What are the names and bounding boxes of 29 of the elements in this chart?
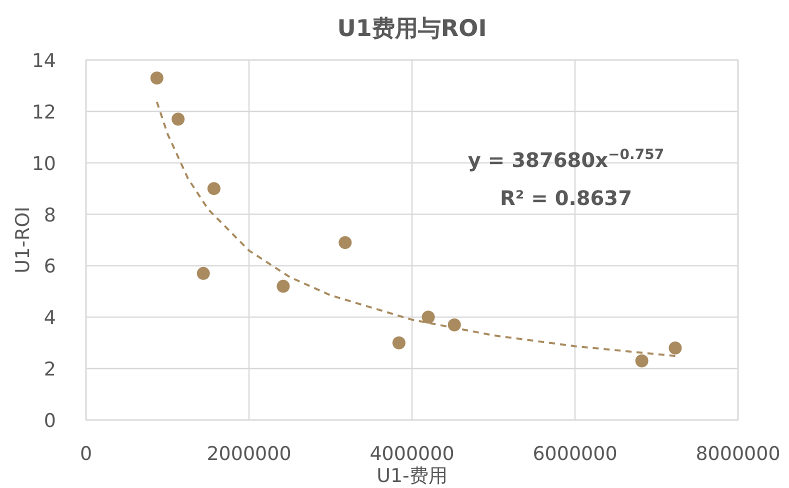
- point: [635, 354, 648, 368]
- y-tick-label: 4: [44, 307, 56, 330]
- y-tick-label: 2: [44, 358, 56, 381]
- annotation: R² = 0.8637: [500, 186, 632, 210]
- chart-title: U1费用与ROI: [337, 16, 487, 42]
- y-tick-label: 12: [32, 101, 56, 124]
- point: [196, 266, 210, 280]
- point: [207, 182, 220, 196]
- y-axis-title: U1-ROI: [12, 206, 34, 274]
- point: [392, 336, 406, 350]
- point: [338, 236, 352, 250]
- x-tick-label: 4000000: [370, 443, 454, 465]
- y-tick-label: 10: [32, 152, 56, 175]
- y-tick-label: 8: [44, 204, 56, 226]
- point: [172, 112, 185, 126]
- point: [668, 342, 682, 354]
- x-tick-label: 6000000: [532, 443, 618, 465]
- y-tick-label: 14: [32, 50, 56, 72]
- annotation: y = 387680x$^{−0.757}$: [468, 147, 664, 172]
- y-tick-label: 0: [44, 410, 56, 432]
- x-tick-label: 2000000: [206, 443, 292, 465]
- y-tick-label: 6: [44, 256, 56, 278]
- point: [422, 310, 435, 324]
- x-tick-label: 0: [80, 443, 92, 465]
- x-axis-title: U1-费用: [376, 465, 448, 487]
- point: [150, 72, 164, 84]
- x-tick-label: 8000000: [696, 443, 780, 465]
- point: [448, 318, 461, 332]
- point: [276, 280, 290, 293]
